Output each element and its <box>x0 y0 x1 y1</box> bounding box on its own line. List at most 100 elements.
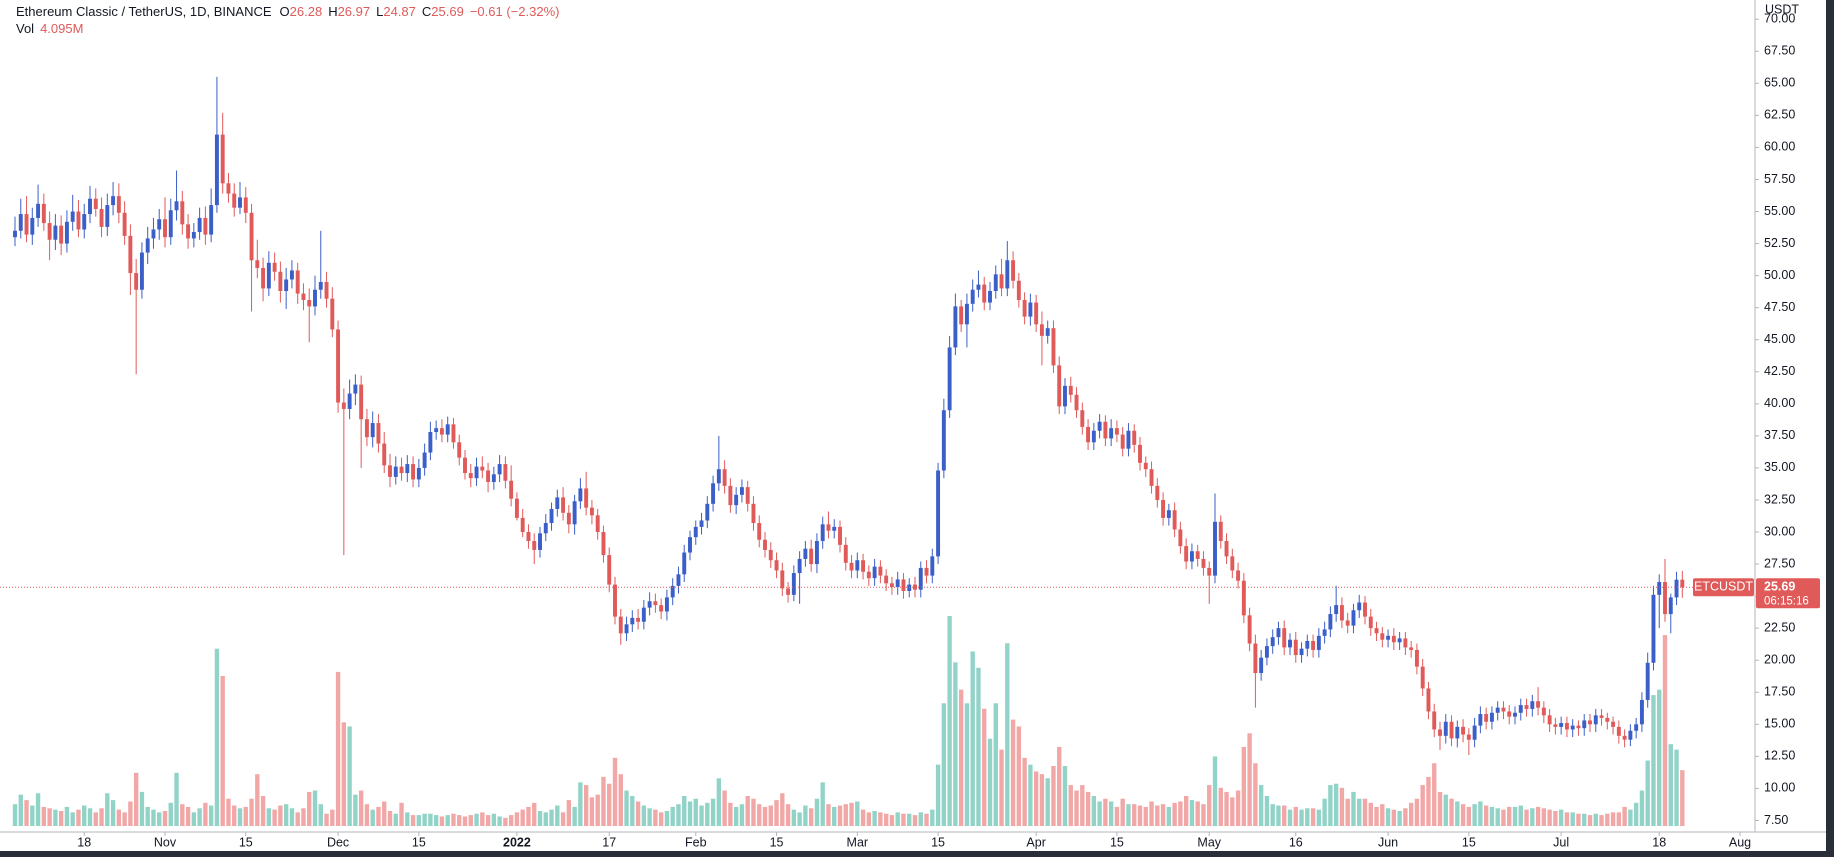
volume-bar <box>993 703 998 826</box>
volume-bar <box>687 801 693 826</box>
candle-body <box>1397 638 1402 643</box>
candle-body <box>601 532 606 556</box>
candle-body <box>1634 724 1639 731</box>
candle-body <box>1166 510 1171 518</box>
volume-bar <box>122 812 127 826</box>
volume-bar <box>139 791 145 826</box>
candle-body <box>1155 485 1160 500</box>
volume-bar <box>537 811 543 826</box>
volume-bar <box>1068 785 1073 826</box>
volume-bar <box>710 798 716 826</box>
y-tick-label: 22.50 <box>1764 620 1795 634</box>
y-tick-label: 32.50 <box>1764 492 1795 506</box>
candle-body <box>220 134 225 184</box>
candle-body <box>1559 723 1564 727</box>
volume-bar <box>1258 785 1264 826</box>
candle-body <box>1213 521 1217 576</box>
volume-bar <box>1293 806 1298 826</box>
volume-bar <box>1483 805 1489 826</box>
volume-bar <box>1582 813 1587 826</box>
volume-bar <box>341 722 347 826</box>
volume-bar <box>382 801 387 826</box>
candle-body <box>1639 699 1644 725</box>
volume-bar <box>1518 805 1523 826</box>
candle-body <box>918 567 923 590</box>
candle-body <box>255 260 260 268</box>
volume-bar <box>1535 806 1541 826</box>
volume-bar <box>1305 808 1310 826</box>
quote-close: 25.69 <box>431 4 464 19</box>
candle-body <box>1126 430 1131 449</box>
candle-body <box>722 469 727 486</box>
candle-body <box>1143 462 1148 470</box>
candle-body <box>814 540 819 565</box>
candle-body <box>1114 428 1119 435</box>
candle-body <box>1080 410 1085 427</box>
volume-bar <box>1547 809 1552 826</box>
volume-value: 4.095M <box>40 21 83 36</box>
candle-body <box>1524 705 1529 709</box>
candle-body <box>186 224 191 239</box>
volume-bar <box>1558 809 1564 826</box>
volume-bar <box>1235 790 1241 826</box>
candle-body <box>301 293 306 300</box>
volume-bar <box>35 793 41 826</box>
x-tick-label: Nov <box>154 835 177 849</box>
candle-body <box>676 574 681 586</box>
volume-bar <box>624 790 629 826</box>
candle-body <box>1438 729 1442 736</box>
volume-bar <box>1287 809 1293 826</box>
candle-body <box>1063 385 1067 407</box>
candle-body <box>982 284 987 303</box>
volume-bar <box>1633 802 1639 826</box>
volume-bar <box>1426 776 1431 826</box>
y-tick-label: 55.00 <box>1764 204 1795 218</box>
candle-body <box>341 402 346 409</box>
volume-bar <box>1414 798 1420 826</box>
volume-bar <box>1166 806 1172 826</box>
volume-bar <box>1593 813 1598 826</box>
volume-bar <box>1530 808 1535 826</box>
candle-body <box>774 560 779 571</box>
candle-body <box>936 470 941 557</box>
volume-bar <box>889 815 895 826</box>
volume-bar <box>1466 806 1472 826</box>
candle-body <box>209 205 214 235</box>
candle-body <box>203 217 208 235</box>
candle-body <box>1161 499 1166 518</box>
y-tick-label: 70.00 <box>1764 12 1795 26</box>
candle-body <box>1541 707 1546 716</box>
candle-body <box>636 617 641 622</box>
volume-bar <box>1022 757 1027 826</box>
candle-body <box>964 303 969 325</box>
volume-bar <box>1380 804 1385 826</box>
y-tick-label: 52.50 <box>1764 236 1795 250</box>
volume-bar <box>410 815 416 826</box>
candle-body <box>1224 540 1229 557</box>
candle-body <box>532 540 537 550</box>
y-tick-label: 65.00 <box>1764 76 1795 90</box>
candle-body <box>555 497 560 509</box>
volume-bar <box>1247 733 1252 826</box>
candle-body <box>1097 421 1102 431</box>
volume-bar <box>1160 804 1166 826</box>
candle-body <box>711 483 716 504</box>
volume-bar <box>185 806 191 826</box>
volume-bar <box>780 793 785 826</box>
volume-bar <box>837 805 843 826</box>
candle-body <box>1184 546 1189 562</box>
candle-body <box>47 223 52 240</box>
candle-body <box>1582 720 1587 729</box>
candle-body <box>538 533 542 550</box>
volume-bar <box>1149 801 1154 826</box>
candle-body <box>1039 324 1044 336</box>
volume-bar <box>1397 811 1402 826</box>
x-tick-label: 17 <box>602 835 616 849</box>
candle-body <box>330 298 335 330</box>
volume-bar <box>901 813 906 826</box>
symbol-label-bg <box>1693 578 1754 597</box>
candle-body <box>324 282 329 299</box>
candle-body <box>1380 633 1385 640</box>
y-tick-label: 15.00 <box>1764 717 1795 731</box>
candle-body <box>41 203 46 224</box>
